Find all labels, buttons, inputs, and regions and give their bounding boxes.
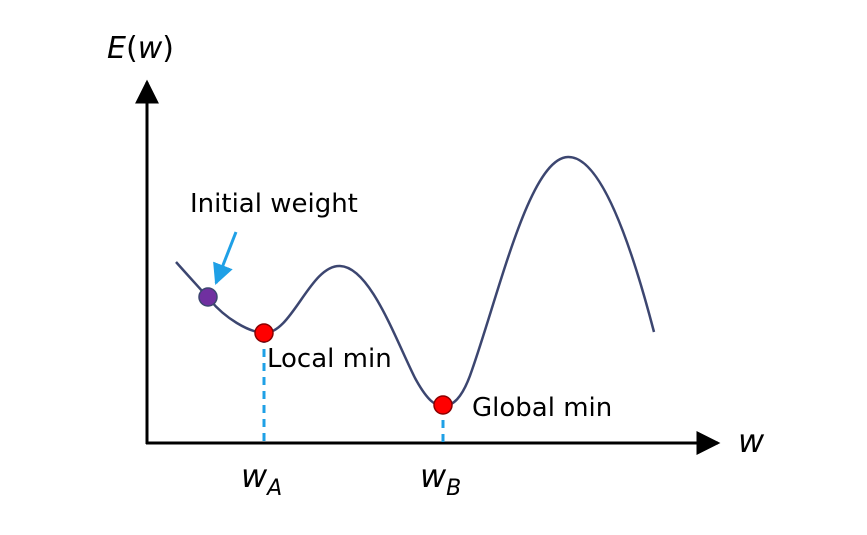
x-axis-label: w [738,422,765,460]
y-axis-label: E(w) [107,31,174,66]
initial-weight-point [198,287,218,307]
local-min-label: Local min [267,344,392,374]
global-min-label: Global min [472,393,612,423]
local-min-point [254,323,274,343]
initial-weight-arrow [213,231,238,285]
tick-label-wb: wB [420,457,461,501]
loss-curve [175,155,656,408]
initial-weight-label: Initial weight [190,189,358,219]
global-min-point [433,395,453,415]
tick-label-wa: wA [241,457,282,501]
